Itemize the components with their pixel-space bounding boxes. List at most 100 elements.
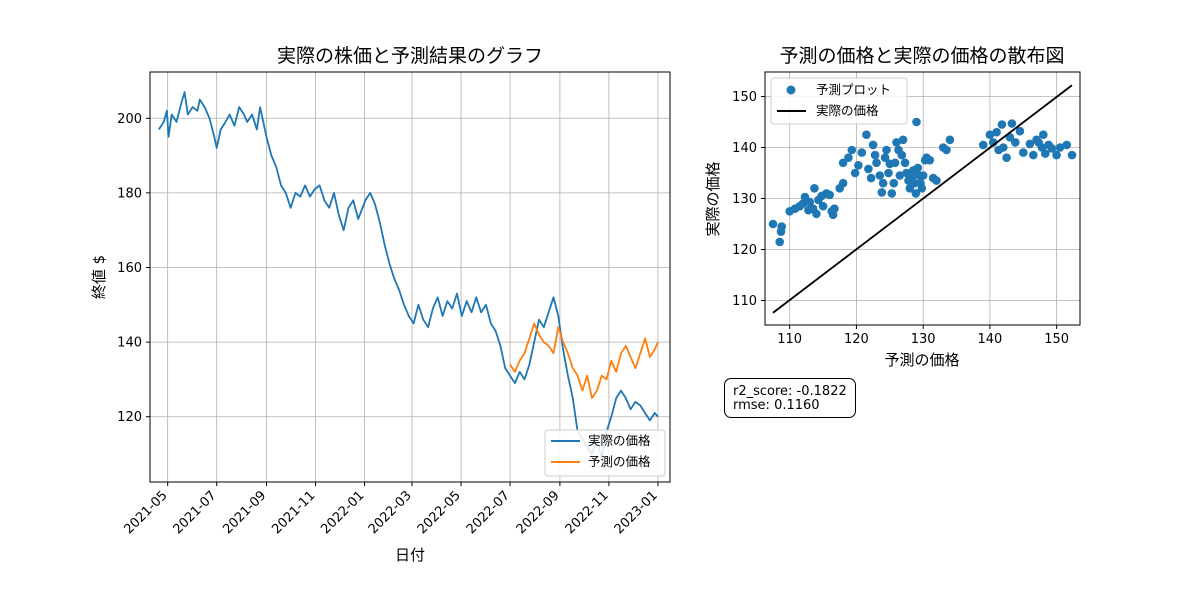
chart1-x-tick-label: 2021-11 [269, 488, 318, 537]
chart1-frame [149, 71, 671, 483]
chart1-series [158, 91, 659, 459]
scatter-point [775, 237, 784, 247]
chart2-legend-box [770, 77, 908, 125]
chart1-y-tick-label: 200 [117, 112, 142, 127]
scatter-point [1039, 130, 1048, 139]
predicted-price-line [509, 322, 659, 400]
legend-actual-label: 実際の価格 [588, 433, 651, 448]
scatter-point [768, 219, 778, 229]
scatter-point [868, 140, 878, 150]
scatter-point [997, 120, 1007, 129]
scatter-point [864, 164, 873, 174]
scatter-point [911, 189, 921, 198]
chart2-y-tick-label: 140 [732, 141, 757, 156]
chart2-y-tick-label: 150 [732, 90, 757, 105]
scatter-point [913, 163, 923, 173]
rmse-text: rmse: 0.1160 [733, 398, 820, 413]
legend-scatter-marker [786, 85, 796, 95]
actual-price-line [158, 91, 659, 459]
chart2-y-tick-label: 130 [732, 192, 757, 207]
scatter-point [889, 178, 899, 188]
scatter-point [925, 155, 935, 165]
scatter-point [912, 117, 921, 127]
scatter-point [882, 145, 891, 155]
chart1-x-tick-label: 2021-05 [121, 488, 170, 537]
scatter-point [810, 184, 819, 193]
chart1-grid [150, 72, 670, 482]
scatter-point [918, 171, 928, 180]
chart1-y-tick-label: 180 [117, 186, 142, 201]
chart1-x-tick-label: 2023-01 [612, 488, 661, 537]
prediction-scatter-chart: 110 120 130 140 150 110 120 130 140 150 予測の価格と実際の… [704, 45, 1081, 369]
scatter-point [897, 150, 907, 160]
chart2-x-tick-label: 140 [977, 332, 1002, 347]
scatter-point [890, 158, 900, 168]
chart2-title: 予測の価格と実際の価格の散布図 [779, 45, 1064, 67]
scatter-point [844, 153, 853, 162]
scatter-point [978, 140, 988, 150]
chart2-y-axis-label: 実際の価格 [704, 161, 722, 236]
scatter-point [900, 158, 910, 168]
chart2-x-axis-label: 予測の価格 [884, 351, 959, 369]
scatter-point [870, 150, 880, 160]
scatter-point [884, 168, 893, 178]
scatter-point [1062, 140, 1071, 150]
scatter-point [838, 178, 848, 188]
r2-score-text: r2_score: -0.1822 [733, 384, 847, 399]
scatter-point [805, 197, 814, 207]
chart1-x-tick-label: 2022-05 [415, 488, 464, 537]
chart1-plot-area [150, 72, 670, 482]
legend-predicted-label: 予測の価格 [588, 454, 651, 469]
scatter-point [866, 173, 876, 183]
legend-scatter-label: 予測プロット [816, 82, 891, 97]
chart1-legend: 実際の価格 予測の価格 [544, 429, 666, 477]
scatter-point [877, 188, 887, 197]
chart1-y-axis-label: 終値 $ [90, 255, 108, 299]
scatter-point [999, 143, 1008, 152]
scatter-point [1055, 143, 1065, 152]
scatter-point [910, 178, 919, 188]
scatter-point [985, 130, 995, 139]
metrics-box: r2_score: -0.1822 rmse: 0.1160 [724, 378, 856, 418]
scatter-point [895, 171, 905, 180]
chart2-x-tick-label: 150 [1044, 332, 1069, 347]
chart2-y-tick-label: 110 [732, 294, 757, 309]
scatter-point [917, 184, 927, 193]
chart1-x-tick-label: 2021-07 [171, 488, 220, 537]
scatter-point [1002, 153, 1011, 162]
scatter-point [932, 176, 941, 185]
chart2-ticks: 110 120 130 140 150 110 120 130 140 150 [732, 90, 1069, 347]
scatter-point [1029, 150, 1038, 160]
scatter-point [1011, 138, 1020, 147]
scatter-point [777, 222, 786, 231]
chart1-title: 実際の株価と予測結果のグラフ [277, 45, 543, 67]
scatter-point [945, 135, 955, 145]
actual-price-reference-line [772, 84, 1073, 314]
chart2-x-tick-label: 110 [777, 332, 802, 347]
chart1-x-tick-label: 2022-07 [464, 488, 513, 537]
scatter-point [1025, 139, 1035, 149]
scatter-point [872, 158, 881, 168]
chart1-y-tick-label: 160 [117, 261, 142, 276]
scatter-point [878, 178, 888, 188]
scatter-point [1041, 149, 1050, 158]
scatter-point [1015, 126, 1025, 136]
scatter-point [1007, 119, 1017, 128]
scatter-point [838, 158, 848, 168]
scatter-point [1047, 144, 1057, 153]
legend-line-label: 実際の価格 [816, 103, 879, 118]
chart2-x-tick-label: 130 [911, 332, 936, 347]
chart2-y-tick-label: 120 [732, 243, 757, 258]
scatter-point [847, 145, 857, 155]
chart2-x-tick-label: 120 [844, 332, 869, 347]
scatter-point [850, 168, 860, 178]
scatter-point [875, 171, 885, 180]
scatter-point [902, 168, 911, 178]
scatter-point [812, 209, 821, 219]
scatter-point [798, 199, 808, 208]
scatter-point [887, 189, 897, 198]
chart1-x-tick-label: 2022-09 [514, 488, 563, 537]
scatter-point [1067, 150, 1077, 160]
chart1-x-tick-label: 2021-09 [220, 488, 269, 537]
